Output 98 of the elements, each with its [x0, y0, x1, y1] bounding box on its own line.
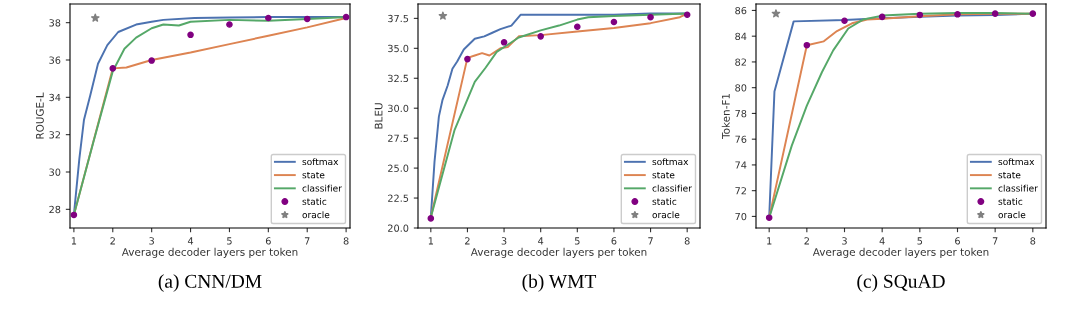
point: [537, 33, 544, 40]
y-tick-label: 76: [735, 135, 747, 143]
y-tick-label: 32.5: [388, 74, 409, 83]
x-tick-label: 5: [574, 237, 580, 245]
legend-label: state: [652, 171, 675, 179]
legend-label: static: [998, 197, 1023, 205]
point: [303, 15, 311, 23]
point: [464, 55, 471, 63]
x-tick-label: 5: [917, 237, 923, 245]
point: [771, 9, 781, 18]
point: [878, 13, 886, 21]
y-tick-label: 22.5: [388, 194, 409, 202]
point: [438, 11, 448, 20]
legend-label: oracle: [998, 211, 1026, 219]
text: (c) SQuAD: [857, 274, 945, 292]
y-tick-label: 72: [735, 187, 746, 195]
point: [148, 57, 155, 64]
y-tick-label: 78: [735, 109, 747, 118]
point: [342, 13, 350, 21]
y-tick-label: 25.0: [388, 164, 409, 172]
x-tick-label: 7: [648, 237, 653, 245]
legend-label: state: [998, 171, 1021, 179]
text: (a) CNN/DM: [158, 274, 262, 292]
point: [90, 13, 100, 22]
x-tick-label: 1: [71, 237, 77, 245]
y-tick-label: 28: [49, 205, 61, 214]
x-tick-label: 4: [187, 237, 194, 245]
legend-label: softmax: [652, 158, 689, 166]
x-axis-title: Average decoder layers per token: [812, 247, 989, 258]
legend-label: softmax: [302, 158, 339, 166]
x-tick-label: 6: [265, 237, 271, 245]
legend-label: classifier: [998, 184, 1038, 192]
y-tick-label: 37.5: [388, 14, 409, 23]
x-tick-label: 2: [465, 237, 470, 245]
point: [427, 215, 435, 222]
point: [991, 10, 999, 17]
point: [226, 21, 233, 28]
x-tick-label: 8: [684, 237, 690, 245]
legend-label: state: [302, 171, 325, 179]
legend-label: static: [302, 197, 327, 205]
point: [265, 14, 272, 22]
x-tick-label: 4: [879, 237, 885, 245]
x-tick-label: 6: [611, 237, 617, 245]
point: [803, 41, 811, 49]
legend-label: oracle: [652, 211, 680, 219]
y-tick-label: 30.0: [388, 104, 409, 113]
point: [610, 18, 618, 26]
legend-label: static: [652, 197, 677, 205]
point: [916, 11, 924, 19]
x-axis-title: Average decoder layers per token: [121, 247, 298, 258]
y-tick-label: 84: [735, 32, 747, 41]
point: [574, 23, 581, 31]
y-axis-title: BLEU: [374, 103, 383, 129]
legend-label: softmax: [998, 158, 1035, 166]
legend-label: classifier: [652, 184, 692, 192]
y-tick-label: 70: [735, 212, 747, 221]
y-tick-label: 86: [735, 6, 747, 15]
y-tick-label: 35.0: [388, 44, 409, 53]
x-tick-label: 3: [842, 237, 847, 245]
x-tick-label: 3: [149, 237, 154, 245]
legend-label: classifier: [302, 184, 342, 192]
x-tick-label: 7: [304, 237, 310, 245]
point: [70, 211, 78, 219]
x-tick-label: 2: [804, 237, 809, 245]
x-tick-label: 4: [538, 237, 544, 245]
y-tick-label: 32: [49, 131, 60, 139]
point: [954, 11, 961, 18]
y-tick-label: 20.0: [388, 224, 409, 232]
x-tick-label: 6: [955, 237, 960, 245]
x-axis-title: Average decoder layers per token: [470, 247, 647, 258]
x-tick-label: 8: [1030, 237, 1036, 245]
y-tick-label: 36: [49, 56, 61, 64]
x-tick-label: 8: [343, 237, 349, 245]
y-axis-title: Token-F1: [721, 93, 730, 140]
y-tick-label: 82: [735, 58, 746, 66]
x-tick-label: 1: [767, 237, 772, 245]
point: [500, 39, 508, 46]
point: [683, 11, 691, 19]
point: [187, 31, 194, 39]
legend-label: oracle: [302, 211, 330, 219]
y-tick-label: 80: [735, 84, 747, 92]
y-tick-label: 38: [49, 19, 61, 27]
y-tick-label: 27.5: [388, 134, 409, 142]
point: [765, 214, 773, 221]
x-tick-label: 7: [992, 237, 998, 245]
y-tick-label: 34: [49, 93, 61, 102]
y-axis-title: ROUGE-L: [35, 92, 44, 139]
x-tick-label: 2: [110, 237, 115, 245]
point: [647, 13, 654, 21]
x-tick-label: 1: [428, 237, 434, 245]
point: [841, 17, 848, 25]
x-tick-label: 3: [501, 237, 507, 245]
y-tick-label: 74: [735, 161, 747, 169]
point: [1029, 10, 1037, 17]
y-tick-label: 30: [49, 168, 61, 176]
point: [109, 65, 117, 72]
text: (b) WMT: [522, 274, 597, 292]
x-tick-label: 5: [227, 237, 232, 245]
